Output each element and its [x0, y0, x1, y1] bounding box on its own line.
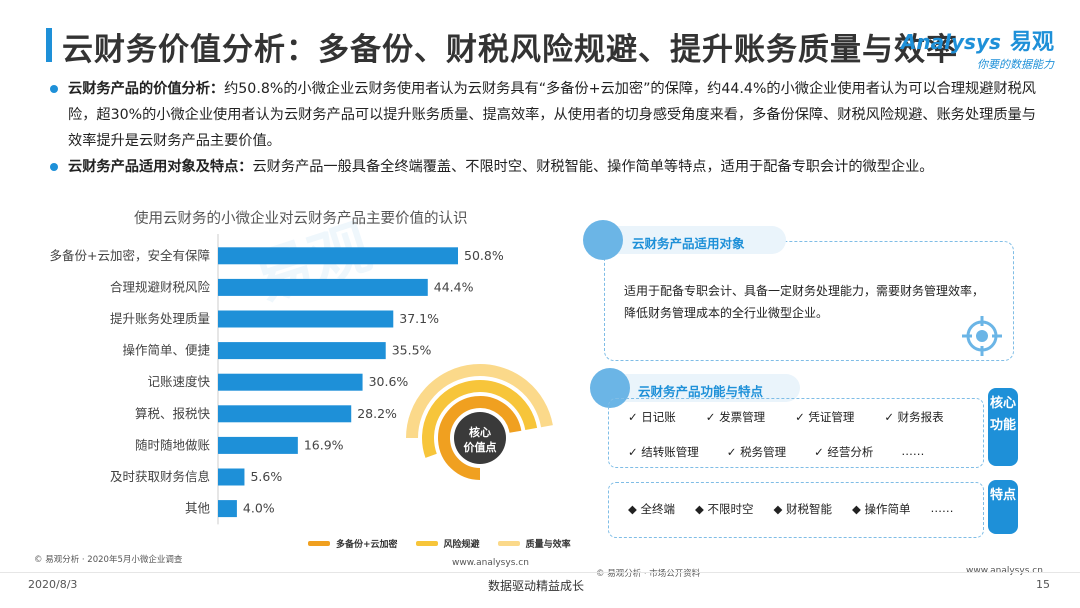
- logo-slogan: 你要的数据能力: [977, 58, 1054, 71]
- chart-title: 使用云财务的小微企业对云财务产品主要价值的认识: [134, 211, 468, 227]
- feature-item: ◆ 财税智能: [773, 502, 833, 516]
- bar: [218, 278, 428, 296]
- footer-slogan: 数据驱动精益成长: [488, 579, 585, 593]
- bullet-label: 云财务产品适用对象及特点：: [68, 159, 253, 175]
- core-item: ✓ 结转账管理: [628, 445, 699, 459]
- bar: [218, 468, 245, 486]
- bullet-dot: [50, 163, 58, 171]
- core-function-tag: 核心功能: [988, 388, 1018, 466]
- legend-label: 质量与效率: [525, 540, 571, 550]
- bar-chart: 多备份+云加密，安全有保障 50.8% 合理规避财税风险 44.4% 提升账务处理质量 3…: [50, 234, 553, 525]
- category-label: 其他: [185, 501, 211, 516]
- core-item: ✓ 财务报表: [884, 410, 944, 424]
- value-label: 4.0%: [243, 501, 275, 516]
- category-label: 算税、报税快: [135, 406, 211, 421]
- legend-swatch: [415, 541, 438, 546]
- bar: [218, 436, 298, 454]
- category-label: 提升账务处理质量: [110, 311, 210, 326]
- ring-center: [454, 412, 506, 464]
- brand-logo: Analysys 易观 你要的数据能力: [901, 24, 1054, 72]
- ring-center-label: 核心: [469, 425, 491, 439]
- site-left[interactable]: www.analysys.cn: [452, 558, 529, 568]
- page-title: 云财务价值分析：多备份、财税风险规避、提升账务质量与效率: [62, 32, 958, 68]
- legend-swatch: [308, 541, 330, 546]
- feature-item: ◆ 全终端: [628, 502, 675, 516]
- bullet-list: 云财务产品的价值分析：约50.8%的小微企业云财务使用者认为云财务具有“多备份+…: [50, 76, 1050, 180]
- value-label: 44.4%: [434, 279, 474, 294]
- category-label: 记账速度快: [147, 374, 210, 389]
- category-label: 随时随地做账: [135, 437, 211, 452]
- feature-item: ◆ 不限时空: [695, 502, 754, 516]
- bullet-text: 云财务产品一般具备全终端覆盖、不限时空、财税智能、操作简单等特点，适用于配备专职…: [252, 159, 934, 175]
- category-label: 合理规避财税风险: [110, 279, 211, 294]
- ring-arc: [438, 396, 522, 480]
- legend-swatch: [497, 541, 520, 546]
- source-left: © 易观分析 · 2020年5月小微企业调查: [34, 555, 183, 565]
- bullet-text: 约50.8%的小微企业云财务使用者认为云财务具有“多备份+云加密”的保障，约44…: [68, 81, 1036, 149]
- feature-item: ……: [930, 501, 954, 515]
- ring-arc: [406, 364, 553, 439]
- ring-legend: 多备份+云加密 风险规避 质量与效率: [308, 537, 571, 550]
- value-label: 16.9%: [304, 437, 344, 452]
- feature-row: ◆ 全终端 ◆ 不限时空 ◆ 财税智能 ◆ 操作简单 ……: [628, 501, 954, 517]
- legend-item: 质量与效率: [497, 537, 571, 550]
- core-function-box: [608, 398, 984, 468]
- core-item: ✓ 凭证管理: [795, 410, 855, 424]
- bullet-label: 云财务产品的价值分析：: [68, 81, 225, 97]
- source-right: © 易观分析 · 市场公开资料: [596, 569, 701, 579]
- bullet-value-analysis: 云财务产品的价值分析：约50.8%的小微企业云财务使用者认为云财务具有“多备份+…: [50, 76, 1050, 154]
- core-item: ✓ 发票管理: [705, 410, 766, 424]
- value-label: 28.2%: [357, 406, 397, 421]
- ring-center-label: 价值点: [464, 440, 497, 454]
- feature-item: ◆ 操作简单: [852, 502, 911, 516]
- crosshair-icon: [962, 316, 1002, 356]
- logo-cn: 易观: [1009, 30, 1054, 55]
- logo-en: Analysys: [900, 30, 1001, 54]
- target-panel: [604, 241, 1014, 361]
- bar: [218, 310, 394, 328]
- legend-label: 多备份+云加密: [336, 540, 398, 550]
- feature-box: [608, 482, 984, 538]
- legend-item: 风险规避: [415, 537, 480, 550]
- category-label: 及时获取财务信息: [110, 469, 210, 484]
- core-row-2: ✓ 结转账管理 ✓ 税务管理 ✓ 经营分析 ……: [628, 444, 924, 460]
- value-label: 5.6%: [250, 469, 282, 484]
- value-label: 50.8%: [464, 248, 504, 263]
- category-label: 多备份+云加密，安全有保障: [50, 248, 210, 263]
- value-label: 30.6%: [369, 374, 409, 389]
- footer-date: 2020/8/3: [28, 578, 78, 591]
- core-item: ✓ 日记账: [628, 410, 676, 424]
- value-label: 37.1%: [399, 311, 439, 326]
- core-item: ✓ 税务管理: [726, 445, 787, 459]
- target-panel-title: 云财务产品适用对象: [632, 236, 745, 251]
- legend-label: 风险规避: [443, 540, 480, 550]
- bullet-target-features: 云财务产品适用对象及特点：云财务产品一般具备全终端覆盖、不限时空、财税智能、操作…: [50, 154, 1050, 180]
- bar: [218, 373, 363, 391]
- title-accent-bar: [46, 28, 52, 62]
- target-panel-body: 适用于配备专职会计、具备一定财务处理能力，需要财务管理效率，降低财务管理成本的全…: [624, 284, 985, 320]
- category-label: 操作简单、便捷: [122, 343, 210, 358]
- ring-arc: [422, 380, 538, 458]
- core-item: ✓ 经营分析: [814, 445, 874, 459]
- bar: [218, 342, 386, 360]
- bar: [218, 405, 352, 423]
- site-right[interactable]: www.analysys.cn: [966, 566, 1043, 576]
- target-panel-header: [600, 226, 786, 254]
- footer-divider: [0, 572, 1080, 573]
- bar: [218, 247, 458, 265]
- page-number: 15: [1036, 578, 1050, 591]
- features-panel-title: 云财务产品功能与特点: [638, 384, 764, 399]
- feature-tag: 特点: [988, 480, 1018, 534]
- features-panel-header: [600, 374, 800, 402]
- legend-item: 多备份+云加密: [308, 537, 398, 550]
- value-label: 35.5%: [392, 343, 432, 358]
- bar: [218, 500, 237, 518]
- core-item: ……: [901, 444, 925, 458]
- bullet-dot: [50, 85, 58, 93]
- target-panel-circle: [583, 220, 623, 260]
- core-row-1: ✓ 日记账 ✓ 发票管理 ✓ 凭证管理 ✓ 财务报表: [628, 409, 944, 425]
